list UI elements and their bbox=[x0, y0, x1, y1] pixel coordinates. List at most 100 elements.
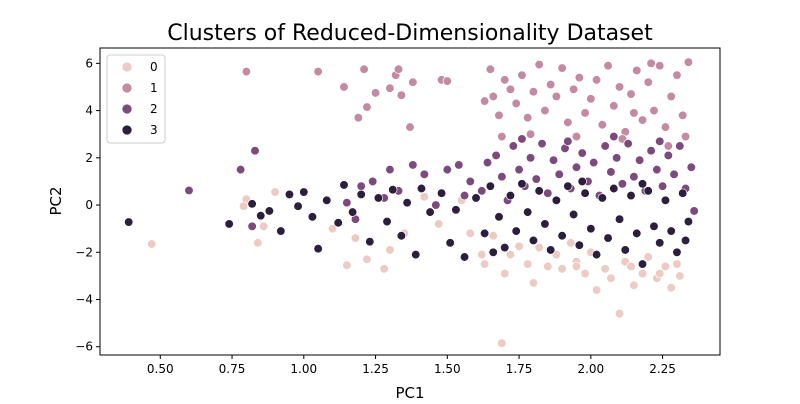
point-series-2-37 bbox=[606, 167, 616, 177]
point-series-3-37 bbox=[523, 207, 533, 217]
point-series-3-24 bbox=[425, 207, 435, 217]
point-series-3-12 bbox=[333, 218, 343, 228]
y-tick-label-2: −2 bbox=[75, 245, 93, 259]
point-series-1-47 bbox=[660, 122, 671, 132]
point-series-3-56 bbox=[632, 228, 642, 239]
point-series-2-40 bbox=[623, 138, 633, 149]
point-series-1-43 bbox=[637, 115, 648, 125]
point-series-0-17 bbox=[479, 259, 490, 269]
point-series-3-68 bbox=[577, 176, 587, 187]
y-axis-label: PC2 bbox=[47, 186, 65, 215]
point-series-1-59 bbox=[629, 108, 639, 118]
plot-points bbox=[124, 57, 699, 348]
point-series-3-28 bbox=[459, 252, 470, 262]
point-series-0-11 bbox=[385, 245, 395, 255]
point-series-3-8 bbox=[299, 187, 309, 197]
point-series-3-25 bbox=[436, 188, 447, 198]
point-series-3-69 bbox=[488, 247, 498, 257]
point-series-1-25 bbox=[534, 59, 544, 70]
point-series-0-24 bbox=[534, 242, 544, 253]
point-series-3-10 bbox=[313, 244, 323, 254]
legend-box bbox=[106, 54, 166, 144]
point-series-2-46 bbox=[657, 181, 668, 191]
x-tick-label-2: 1.00 bbox=[290, 362, 317, 376]
point-series-2-10 bbox=[419, 169, 430, 179]
point-series-1-56 bbox=[525, 129, 536, 139]
point-series-2-52 bbox=[689, 206, 699, 216]
point-series-1-23 bbox=[523, 113, 533, 123]
point-series-3-66 bbox=[680, 235, 691, 246]
point-series-1-24 bbox=[528, 87, 539, 97]
point-series-1-9 bbox=[393, 64, 404, 74]
point-series-1-11 bbox=[405, 122, 415, 132]
point-series-1-57 bbox=[497, 131, 507, 142]
point-series-2-45 bbox=[652, 164, 662, 175]
point-series-1-44 bbox=[643, 77, 653, 87]
plot-frame bbox=[99, 47, 721, 356]
point-series-2-28 bbox=[554, 169, 564, 179]
point-series-0-20 bbox=[505, 249, 516, 260]
point-series-0-9 bbox=[362, 254, 372, 265]
point-series-3-2 bbox=[247, 199, 257, 209]
point-series-1-49 bbox=[672, 70, 682, 80]
point-series-2-2 bbox=[250, 146, 260, 156]
point-series-0-19 bbox=[500, 268, 510, 279]
legend-marker-2 bbox=[121, 103, 133, 115]
point-series-3-34 bbox=[505, 190, 516, 201]
point-series-0-28 bbox=[566, 238, 576, 248]
legend-label-1: 1 bbox=[150, 81, 158, 95]
point-series-1-20 bbox=[505, 84, 516, 94]
point-series-3-52 bbox=[609, 183, 619, 194]
point-series-1-17 bbox=[488, 91, 498, 102]
point-series-0-13 bbox=[419, 192, 430, 202]
point-series-1-26 bbox=[540, 105, 550, 116]
point-series-2-32 bbox=[577, 148, 587, 158]
point-series-1-55 bbox=[571, 131, 582, 142]
point-series-0-34 bbox=[606, 273, 616, 283]
point-series-3-60 bbox=[655, 238, 665, 248]
point-series-2-56 bbox=[517, 134, 527, 144]
legend-marker-3 bbox=[121, 124, 133, 136]
point-series-1-31 bbox=[568, 84, 579, 94]
point-series-3-49 bbox=[591, 249, 602, 260]
point-series-3-36 bbox=[517, 179, 527, 189]
point-series-1-16 bbox=[485, 64, 496, 74]
point-series-3-33 bbox=[500, 242, 510, 253]
point-series-3-58 bbox=[643, 186, 653, 196]
point-series-2-39 bbox=[617, 179, 628, 189]
point-series-3-59 bbox=[649, 221, 659, 231]
point-series-0-48 bbox=[655, 268, 665, 279]
point-series-3-40 bbox=[540, 219, 550, 229]
point-series-0-22 bbox=[523, 259, 533, 269]
point-series-1-0 bbox=[241, 66, 252, 77]
point-series-1-18 bbox=[494, 110, 504, 120]
point-series-2-23 bbox=[525, 153, 536, 163]
point-series-1-50 bbox=[678, 110, 688, 120]
y-tick-label-3: 0 bbox=[85, 198, 93, 212]
point-series-3-47 bbox=[580, 188, 590, 198]
point-series-0-39 bbox=[643, 252, 653, 262]
point-series-3-18 bbox=[382, 216, 392, 227]
point-series-1-34 bbox=[586, 94, 596, 104]
point-series-3-13 bbox=[339, 180, 349, 190]
point-series-1-2 bbox=[339, 82, 349, 92]
y-tick-label-0: −6 bbox=[75, 340, 93, 354]
point-series-2-9 bbox=[408, 160, 418, 170]
point-series-3-31 bbox=[485, 181, 496, 191]
point-series-1-22 bbox=[517, 70, 527, 80]
x-tick-label-3: 1.25 bbox=[362, 362, 389, 376]
y-tick-label-1: −4 bbox=[75, 293, 93, 307]
point-series-1-1 bbox=[313, 66, 323, 77]
point-series-1-3 bbox=[353, 113, 363, 123]
point-series-1-52 bbox=[680, 131, 691, 142]
point-series-0-32 bbox=[591, 285, 602, 295]
point-series-0-4 bbox=[258, 221, 269, 231]
point-series-3-50 bbox=[597, 193, 607, 203]
point-series-1-46 bbox=[655, 61, 665, 71]
point-series-1-28 bbox=[551, 91, 562, 102]
point-series-2-27 bbox=[548, 155, 559, 165]
point-series-1-21 bbox=[511, 98, 521, 109]
point-series-0-43 bbox=[672, 259, 682, 269]
point-series-2-51 bbox=[686, 162, 696, 172]
point-series-2-3 bbox=[247, 221, 257, 231]
